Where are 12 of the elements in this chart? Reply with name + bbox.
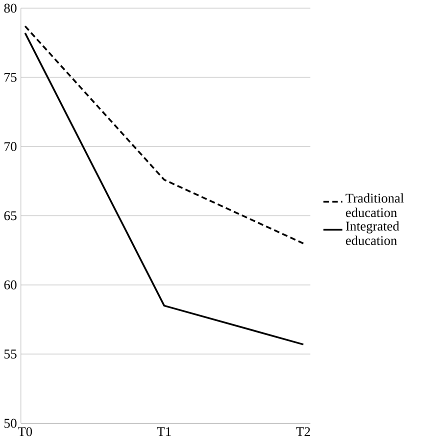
- legend-label: Traditional education: [346, 193, 404, 218]
- x-tick-label: T2: [296, 427, 310, 436]
- y-tick-label: 70: [4, 142, 16, 152]
- x-tick-label: T1: [157, 427, 171, 436]
- y-tick-label: 65: [4, 211, 16, 220]
- y-tick-label: 75: [4, 73, 16, 82]
- y-tick-label: 80: [4, 4, 16, 13]
- legend-label: Integrated education: [346, 221, 400, 246]
- y-tick-label: 55: [4, 350, 16, 359]
- x-tick-label: T0: [18, 427, 32, 436]
- y-tick-label: 60: [4, 280, 16, 290]
- y-tick-label: 50: [4, 418, 16, 428]
